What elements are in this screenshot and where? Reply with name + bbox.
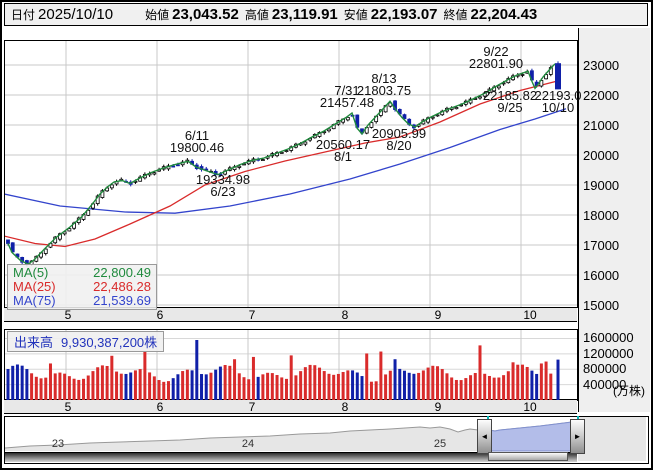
- swing-annotation: 8/13 21803.75: [356, 71, 412, 98]
- volume-value: 9,930,387,200株: [61, 335, 158, 350]
- range-right-tick-top: [577, 416, 579, 421]
- price-tick-label: 18000: [583, 208, 620, 223]
- range-selector-right-gutter: [578, 417, 646, 461]
- month-label-price: 6: [156, 308, 164, 322]
- price-tick-label: 22000: [583, 88, 620, 103]
- price-tick-label: 16000: [583, 268, 620, 283]
- swing-annotation: 22185.82 9/25: [482, 88, 538, 115]
- high-label: 高値: [244, 8, 269, 22]
- month-axis-price: [4, 307, 577, 322]
- swing-annotation: 20560.17 8/1: [315, 137, 371, 164]
- volume-unit-label: (万株): [613, 384, 645, 398]
- ma-legend: MA(5) 22,800.49 MA(25) 22,486.28 MA(75) 21,…: [7, 264, 157, 310]
- range-right-handle[interactable]: ►: [570, 419, 585, 454]
- ma75-label: MA(75): [13, 293, 56, 308]
- nav-year-label: 25: [433, 438, 447, 450]
- month-label-price: 7: [248, 308, 256, 322]
- date-value: 2025/10/10: [38, 6, 114, 23]
- swing-annotation: 20905.99 8/20: [371, 126, 427, 153]
- month-label-price: 9: [434, 308, 442, 322]
- nav-year-label: 23: [51, 438, 65, 450]
- low-label: 安値: [343, 8, 368, 22]
- scrollbar-track[interactable]: [5, 452, 577, 462]
- ma5-label: MA(5): [13, 265, 49, 280]
- month-label-volume: 5: [64, 400, 72, 414]
- close-value: 22,204.43: [470, 6, 538, 23]
- month-label-price: 8: [341, 308, 349, 322]
- price-tick-label: 15000: [583, 298, 620, 313]
- ma25-label: MA(25): [13, 279, 56, 294]
- month-label-volume: 10: [523, 400, 537, 414]
- month-label-volume: 8: [341, 400, 349, 414]
- date-label: 日付: [11, 8, 36, 22]
- volume-tick-label: 1600000: [583, 330, 634, 346]
- volume-legend: 出来高 9,930,387,200株: [7, 331, 165, 352]
- open-label: 始値: [145, 8, 170, 22]
- ma25-value: 22,486.28: [93, 279, 151, 294]
- month-label-price: 5: [64, 308, 72, 322]
- volume-label: 出来高: [14, 335, 54, 350]
- low-value: 22,193.07: [370, 6, 438, 23]
- swing-annotation: 9/22 22801.90: [468, 44, 524, 71]
- range-left-handle[interactable]: ◄: [477, 419, 492, 454]
- open-value: 23,043.52: [172, 6, 239, 23]
- scrollbar-thumb[interactable]: [488, 452, 568, 461]
- ma75-value: 21,539.69: [93, 293, 151, 308]
- month-label-price: 10: [523, 308, 537, 322]
- ohlc-header: 日付 2025/10/10 始値 23,043.52 高値 23,119.91 …: [4, 3, 648, 26]
- month-label-volume: 9: [434, 400, 442, 414]
- month-label-volume: 6: [156, 400, 164, 414]
- swing-annotation: 6/11 19800.46: [169, 128, 225, 155]
- price-tick-label: 20000: [583, 148, 620, 163]
- price-chart-panel: [4, 40, 578, 308]
- price-tick-label: 17000: [583, 238, 620, 253]
- swing-annotation: 22193.0 10/10: [534, 88, 582, 115]
- y-axis-margin: [578, 28, 650, 412]
- price-tick-label: 21000: [583, 118, 620, 133]
- volume-tick-label: 1200000: [583, 345, 634, 361]
- nav-year-label: 24: [241, 438, 255, 450]
- swing-annotation: 7/31 21457.48: [319, 83, 375, 110]
- close-label: 終値: [443, 8, 468, 22]
- ma5-value: 22,800.49: [93, 265, 151, 280]
- range-left-tick-top: [487, 416, 489, 421]
- price-tick-label: 23000: [583, 58, 620, 73]
- volume-tick-label: 400000: [583, 376, 627, 392]
- volume-tick-label: 800000: [583, 361, 627, 377]
- high-value: 23,119.91: [271, 6, 338, 23]
- month-label-volume: 7: [248, 400, 256, 414]
- swing-annotation: 19334.98 6/23: [195, 172, 251, 199]
- price-tick-label: 19000: [583, 178, 620, 193]
